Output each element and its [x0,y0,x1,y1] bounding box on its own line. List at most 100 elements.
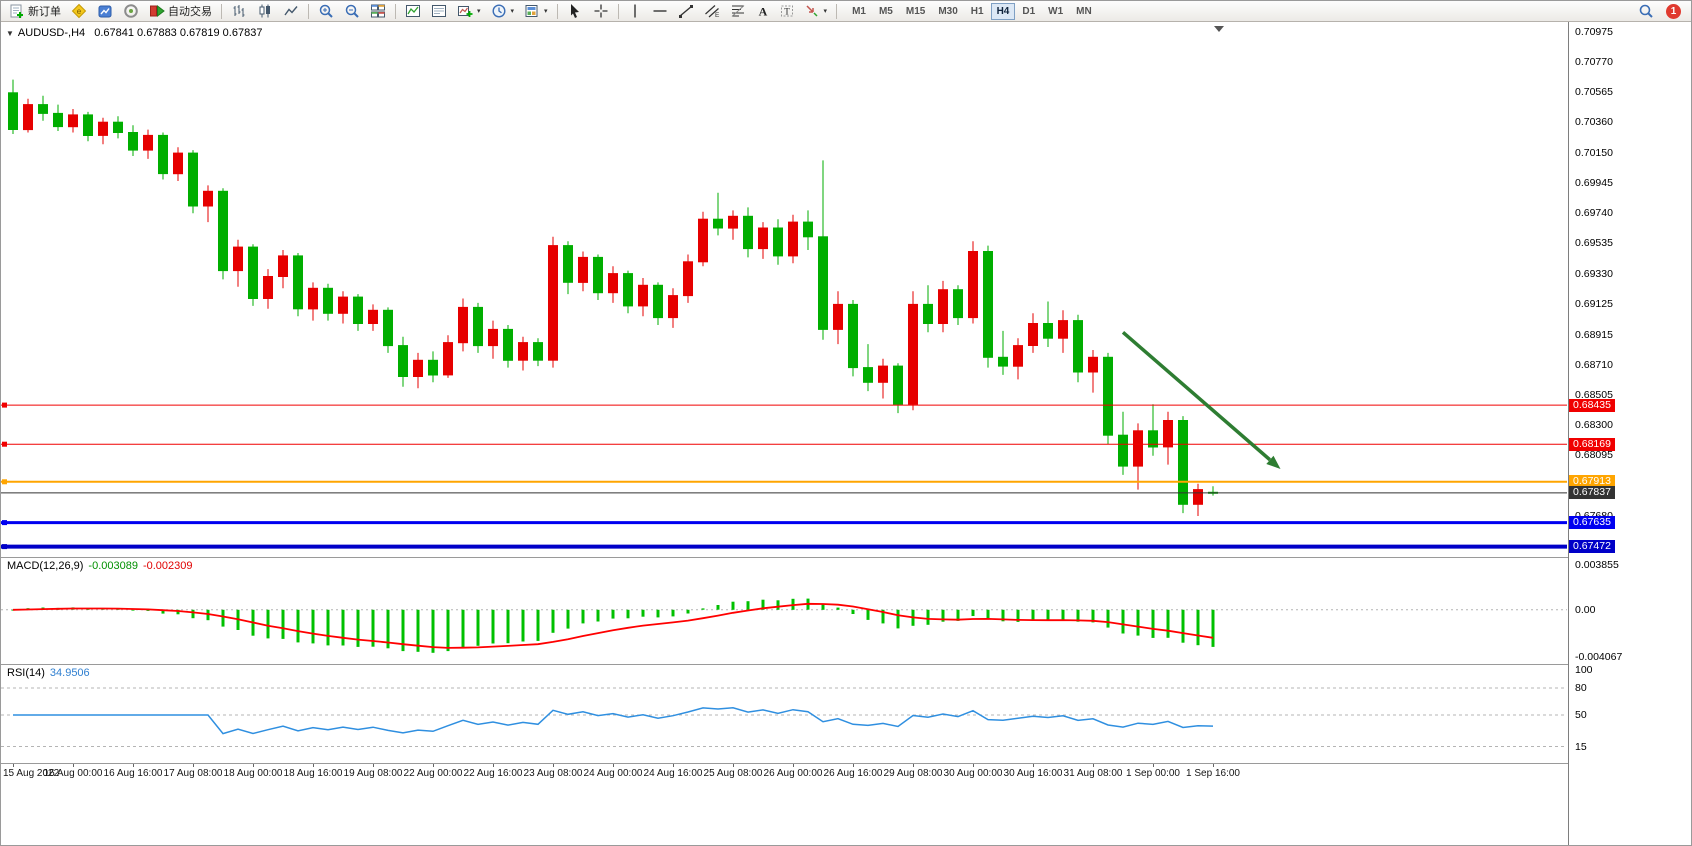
data-window-button[interactable] [427,2,451,20]
time-tick-mark [673,764,674,767]
periods-dropdown[interactable]: ▾ [487,2,519,20]
community-button[interactable] [119,2,143,20]
price-tick: 0.68505 [1575,388,1613,401]
tile-windows-button[interactable] [366,2,390,20]
zoom-out-button[interactable] [340,2,364,20]
rsi-scale-tick: 15 [1575,740,1587,753]
timeframe-m1[interactable]: M1 [846,3,872,20]
price-badge-0.68169: 0.68169 [1569,437,1615,451]
text-label-tool[interactable]: T [776,2,798,20]
toolbar-separator [308,3,309,19]
main-price-panel[interactable]: ▼ AUDUSD-,H4 0.67841 0.67883 0.67819 0.67… [1,22,1567,557]
add-indicator-icon [458,6,473,17]
rsi-label-row: RSI(14) 34.9506 [7,667,90,679]
timeframe-h4[interactable]: H4 [990,2,1016,20]
arrows-dropdown[interactable]: ▾ [800,2,832,20]
time-tick-mark [1033,764,1034,767]
vertical-line-tool[interactable] [624,2,646,20]
new-order-label: 新订单 [28,6,61,18]
timeframe-m15[interactable]: M15 [900,3,931,20]
macd-scale-tick: 0.003855 [1575,559,1619,571]
horizontal-line-tool[interactable] [648,2,672,20]
svg-text:E: E [715,12,720,19]
search-button[interactable] [1634,2,1658,20]
line-handle[interactable] [2,544,7,550]
time-label: 16 Aug 00:00 [43,768,103,779]
price-chart-canvas[interactable] [1,22,1567,557]
data-window-icon [432,5,446,17]
macd-value: -0.003089 [88,560,138,572]
chart-shift-marker[interactable] [1214,26,1224,32]
rsi-panel[interactable]: RSI(14) 34.9506 [1,665,1567,763]
macd-panel[interactable]: MACD(12,26,9) -0.003089 -0.002309 [1,558,1567,664]
panel-separator[interactable] [1,763,1568,764]
time-label: 15 Aug 2022 [3,768,60,779]
timeframe-toolbar: M1 M5 M15 M30 H1 H4 D1 W1 MN [846,2,1098,20]
time-axis[interactable]: 15 Aug 2022 16 Aug 00:00 16 Aug 16:00 17 Au… [1,764,1568,784]
market-button[interactable] [93,2,117,20]
notification-badge[interactable]: 1 [1666,3,1681,19]
price-badge-0.68435: 0.68435 [1569,398,1615,412]
chevron-down-icon: ▾ [510,8,515,15]
rsi-canvas [1,687,1567,747]
timeframe-m5[interactable]: M5 [873,3,899,20]
new-order-button[interactable]: 新订单 [5,2,65,20]
line-chart-button[interactable] [279,2,303,20]
toolbar-separator [836,3,838,19]
crosshair-tool-button[interactable] [589,2,613,20]
time-label: 29 Aug 08:00 [883,768,943,779]
time-tick-mark [253,764,254,767]
price-badge-0.67635: 0.67635 [1569,516,1615,530]
auto-trading-button[interactable]: 自动交易 [145,2,216,20]
timeframe-m30[interactable]: M30 [932,3,963,20]
time-label: 23 Aug 08:00 [523,768,583,779]
macd-canvas [1,598,1567,653]
channel-tool[interactable]: E [700,2,724,20]
timeframe-w1[interactable]: W1 [1042,3,1069,20]
line-handle[interactable] [2,479,7,485]
fibonacci-icon [731,5,744,17]
time-label: 18 Aug 16:00 [283,768,343,779]
trendline-tool[interactable] [674,2,698,20]
price-tick: 0.70565 [1575,86,1613,99]
timeframe-h1[interactable]: H1 [965,3,990,20]
collapse-arrow-icon[interactable]: ▼ [6,29,14,38]
time-tick-mark [613,764,614,767]
line-handle[interactable] [2,441,7,447]
line-handle[interactable] [2,402,7,408]
timeframe-mn[interactable]: MN [1070,3,1098,20]
time-tick-mark [373,764,374,767]
label-icon: T [780,5,793,17]
fibonacci-tool[interactable] [726,2,750,20]
panel-separator[interactable] [1,664,1568,665]
time-label: 22 Aug 00:00 [403,768,463,779]
time-label: 24 Aug 00:00 [583,768,643,779]
rsi-label: RSI(14) [7,667,45,679]
price-axis[interactable]: 0.70975 0.70770 0.70565 0.70360 0.70150 0.699… [1568,22,1691,845]
cursor-tool-button[interactable] [563,2,587,20]
timeframe-d1[interactable]: D1 [1016,3,1041,20]
indicator-window-button[interactable] [401,2,425,20]
candle-chart-button[interactable] [253,2,277,20]
add-indicator-dropdown[interactable]: ▾ [453,2,485,20]
svg-text:A: A [758,5,767,19]
price-tick: 0.70975 [1575,25,1613,38]
text-tool[interactable]: A [752,2,774,20]
metaeditor-icon: e [71,3,87,19]
panel-separator[interactable] [1,557,1568,558]
line-handle[interactable] [2,520,7,526]
metaeditor-button[interactable]: e [67,2,91,20]
time-label: 30 Aug 00:00 [943,768,1003,779]
arrow-object[interactable] [1121,330,1281,469]
new-order-icon [10,4,23,18]
rsi-scale-tick: 50 [1575,709,1587,721]
macd-scale-tick: 0.00 [1575,603,1596,616]
bar-chart-button[interactable] [227,2,251,20]
zoom-in-button[interactable] [314,2,338,20]
templates-dropdown[interactable]: ▾ [520,2,552,20]
time-tick-mark [1153,764,1154,767]
time-tick-mark [973,764,974,767]
tile-windows-icon [371,4,385,18]
toolbar-separator [221,3,222,19]
